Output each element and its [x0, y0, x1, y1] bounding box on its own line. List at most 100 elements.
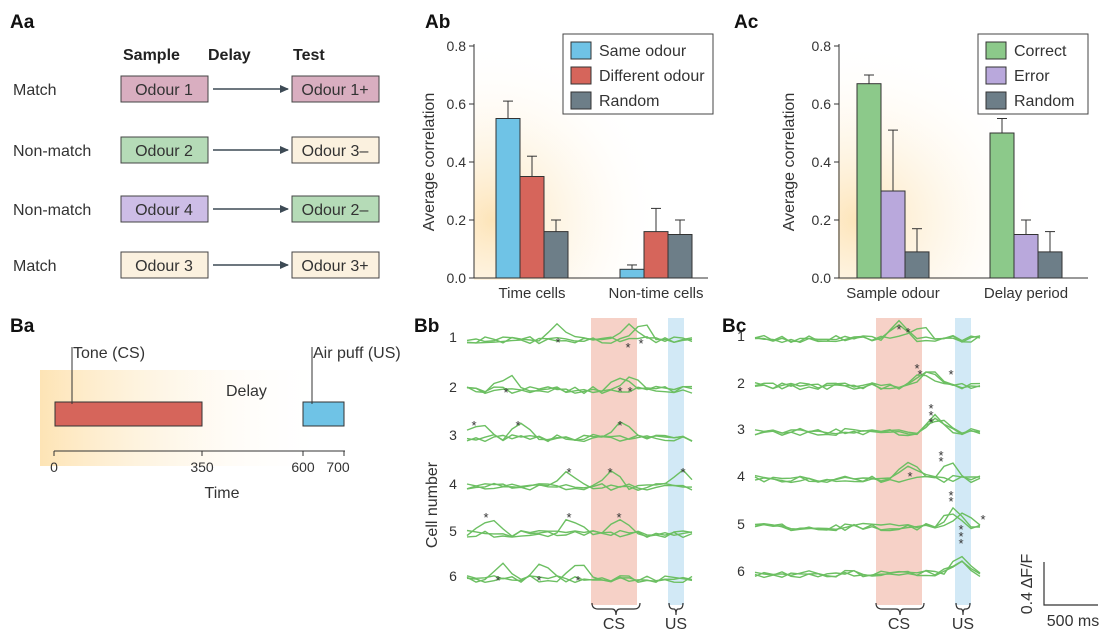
cell-number-label: 5: [449, 523, 457, 539]
bc-us-window: [955, 318, 971, 605]
cell-number-label: 4: [737, 468, 745, 484]
bar: [543, 231, 569, 279]
calcium-trace: [754, 555, 981, 578]
significance-star: *: [938, 448, 943, 463]
significance-star: *: [958, 529, 963, 544]
cell-number-label: 1: [737, 328, 745, 344]
bc-cs-window: [876, 318, 922, 605]
delay-label: Delay: [226, 383, 267, 400]
calcium-trace: [754, 419, 981, 437]
aa-sample-box: [120, 75, 209, 103]
aa-row-label: Non-match: [13, 202, 91, 219]
aa-test-text: Odour 3–: [302, 143, 369, 160]
significance-star: *: [914, 361, 919, 376]
bc-us-label: US: [952, 616, 974, 633]
panel-ba: Ba Tone (CS) Air puff (US) Delay 0 350 6…: [10, 316, 401, 502]
panel-label-ac: Ac: [734, 12, 759, 33]
legend-swatch: [985, 41, 1007, 60]
bar: [643, 231, 669, 279]
significance-star: *: [905, 325, 910, 340]
significance-star: *: [896, 322, 901, 337]
bar: [1037, 251, 1063, 279]
chart-ab: 0.0 0.2 0.4 0.6 0.8 Average correlation Time c…: [421, 33, 714, 302]
chart-ac: 0.0 0.2 0.4 0.6 0.8 Average correlation Sample…: [781, 33, 1089, 302]
scale-bar: [1043, 562, 1098, 606]
bar: [1013, 234, 1039, 279]
panel-ab: Ab 0.0 0.2 0.4 0.6 0.8 Average correlation Tim…: [421, 12, 714, 302]
significance-star: *: [680, 465, 685, 480]
calcium-trace: [754, 417, 981, 436]
aa-header-delay: Delay: [208, 47, 251, 64]
aa-header-test: Test: [293, 47, 325, 64]
bar: [880, 190, 906, 279]
panel-label-ab: Ab: [425, 12, 450, 33]
significance-star: *: [907, 469, 912, 484]
y-tick-label: 0.4: [447, 154, 467, 170]
bar: [667, 234, 693, 279]
legend-swatch: [570, 66, 592, 85]
calcium-trace: [754, 374, 981, 390]
y-axis-label: Average correlation: [421, 93, 438, 231]
aa-test-box: [291, 75, 380, 103]
significance-star: *: [617, 384, 622, 399]
significance-star: *: [471, 418, 476, 433]
calcium-trace: [466, 324, 693, 345]
bc-cs-brace: [875, 602, 925, 616]
significance-star: *: [948, 367, 953, 382]
legend-entry: Random: [599, 93, 659, 110]
x-category-label: Time cells: [499, 285, 566, 302]
aa-sample-text: Odour 3: [135, 258, 193, 275]
cell-number-label: 2: [737, 375, 745, 391]
significance-star: *: [917, 367, 922, 382]
airpuff-us-label: Air puff (US): [313, 345, 401, 362]
bar: [904, 251, 930, 279]
bar: [856, 83, 882, 279]
scale-bar-y-label: 0.4 ΔF/F: [1019, 554, 1036, 615]
legend-entry: Random: [1014, 93, 1074, 110]
significance-star: *: [928, 401, 933, 416]
cell-number-label: 6: [737, 563, 745, 579]
cell-number-label: 3: [737, 421, 745, 437]
significance-star: *: [555, 335, 560, 350]
bb-traces: 1 2 3 4 5 6 * * * * * * * * * * * * * * * * * *: [449, 322, 693, 588]
cell-number-label: 3: [449, 427, 457, 443]
aa-sample-text: Odour 4: [135, 202, 193, 219]
x-category-label: Delay period: [984, 285, 1068, 302]
y-tick-label: 0.4: [812, 154, 832, 170]
aa-test-text: Odour 3+: [301, 258, 368, 275]
legend-entry: Same odour: [599, 43, 687, 60]
significance-star: *: [980, 512, 985, 527]
aa-test-box: [291, 195, 380, 223]
significance-star: *: [617, 418, 622, 433]
legend-swatch: [985, 66, 1007, 85]
panel-label-bc: Bc: [722, 316, 747, 337]
tone-cs-label: Tone (CS): [73, 345, 145, 362]
bar: [619, 268, 645, 279]
significance-star: *: [928, 415, 933, 430]
scale-bar-x-label: 500 ms: [1047, 613, 1099, 630]
aa-row-label: Match: [13, 82, 57, 99]
legend-entry: Correct: [1014, 43, 1067, 60]
legend-entry: Error: [1014, 68, 1050, 85]
y-tick-label: 0.2: [447, 212, 467, 228]
y-tick-label: 0.0: [447, 270, 467, 286]
aa-test-box: [291, 136, 380, 164]
bb-cs-brace: [591, 602, 641, 616]
significance-star: *: [627, 384, 632, 399]
calcium-trace: [754, 506, 981, 532]
bc-cs-label: CS: [888, 616, 910, 633]
significance-star: *: [536, 573, 541, 588]
time-axis-label: Time: [205, 485, 240, 502]
significance-star: *: [515, 418, 520, 433]
bar: [495, 118, 521, 279]
cell-number-label: 5: [737, 516, 745, 532]
significance-star: *: [566, 465, 571, 480]
calcium-trace: [466, 424, 693, 443]
bc-us-brace: [955, 602, 971, 616]
calcium-trace: [754, 371, 981, 391]
aa-row-label: Non-match: [13, 143, 91, 160]
y-tick-label: 0.6: [447, 96, 467, 112]
